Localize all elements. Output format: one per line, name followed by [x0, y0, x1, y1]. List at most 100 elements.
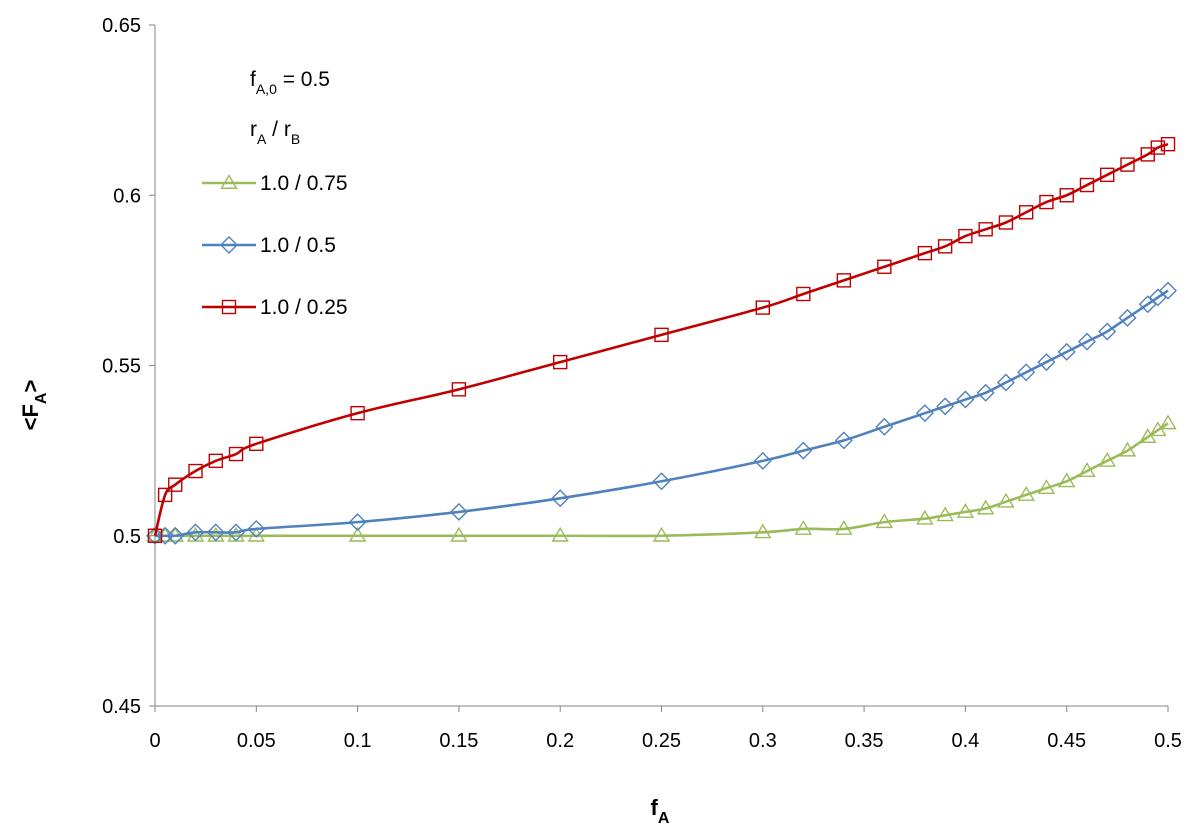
data-point — [1059, 188, 1074, 203]
data-point — [958, 228, 973, 244]
data-point — [937, 239, 953, 254]
data-point — [1118, 308, 1137, 327]
data-point — [1160, 136, 1176, 152]
data-point — [875, 513, 894, 529]
annotation-sub: A — [257, 131, 267, 147]
x-axis-title: fA — [651, 795, 670, 827]
data-point — [794, 441, 813, 460]
data-point — [1159, 414, 1177, 430]
data-point — [227, 523, 246, 542]
data-point — [916, 509, 934, 525]
annotation-main: r — [250, 118, 257, 141]
data-point — [654, 327, 669, 343]
data-point — [1057, 472, 1076, 488]
data-point — [836, 273, 852, 288]
series-line — [153, 142, 1169, 537]
data-point — [976, 383, 995, 402]
x-tick-label: 0.5 — [1154, 730, 1182, 752]
data-point — [936, 397, 955, 416]
data-point — [794, 520, 813, 535]
data-point — [956, 390, 975, 409]
legend-marker — [221, 299, 237, 315]
annotation-initial-fraction: fA,0 = 0.5 — [250, 68, 330, 97]
data-point — [1057, 342, 1076, 361]
data-point — [1018, 205, 1034, 220]
data-point — [147, 528, 163, 543]
data-point — [1037, 479, 1056, 495]
data-point — [1078, 462, 1096, 478]
series-2 — [146, 281, 1177, 545]
x-tick-label: 0.15 — [439, 730, 478, 752]
data-point — [449, 502, 468, 521]
x-tick-label: 0.45 — [1047, 730, 1086, 752]
y-tick-label: 0.55 — [102, 356, 141, 378]
data-point — [936, 506, 954, 522]
data-point — [247, 526, 266, 542]
annotation-sub: A,0 — [256, 81, 277, 97]
x-tick-label: 0 — [149, 730, 160, 752]
legend-item-3: 1.0 / 0.25 — [202, 296, 348, 319]
data-point — [350, 405, 365, 421]
data-point — [1159, 281, 1177, 300]
data-point — [998, 215, 1014, 230]
data-point — [753, 451, 772, 470]
data-point — [917, 245, 933, 261]
annotation-rest: = 0.5 — [277, 68, 330, 91]
data-point — [1039, 194, 1054, 210]
data-point — [1098, 451, 1116, 467]
data-point — [834, 431, 853, 450]
data-point — [1037, 353, 1056, 372]
x-tick-label: 0.3 — [749, 730, 777, 752]
data-point — [1079, 177, 1095, 193]
data-point — [1150, 140, 1166, 155]
series-line — [154, 422, 1169, 538]
y-tick-label: 0.5 — [113, 526, 141, 548]
axes: 0.45 0.5 0.55 0.6 0.65 0 0.05 0.1 0.15 0.2 0.25 0.3… — [102, 15, 1182, 752]
data-point — [208, 453, 223, 469]
data-point — [956, 503, 975, 518]
data-point — [877, 259, 892, 274]
legend-item-1: 1.0 / 0.75 — [202, 172, 348, 195]
data-point — [166, 526, 185, 545]
data-point — [997, 492, 1015, 508]
data-point — [551, 489, 570, 508]
data-point — [1100, 167, 1115, 183]
data-point — [996, 373, 1015, 392]
y-axis-title: <FA> — [18, 380, 50, 431]
data-point — [348, 513, 367, 532]
y-tick-label: 0.6 — [113, 185, 141, 207]
data-point — [348, 526, 367, 542]
legend-label: 1.0 / 0.75 — [260, 172, 348, 195]
data-point — [1017, 363, 1036, 382]
data-point — [652, 526, 671, 542]
data-point — [1118, 441, 1137, 457]
data-point — [451, 382, 467, 397]
data-point — [168, 477, 183, 492]
annotation-sub2: B — [291, 131, 300, 147]
data-point — [1120, 157, 1135, 172]
legend: fA,0 = 0.5 rA / rB 1.0 / 0.75 1.0 / 0.5 1.0 … — [202, 68, 348, 319]
data-point — [915, 404, 934, 423]
annotation-main: f — [250, 68, 256, 91]
series-line — [154, 289, 1169, 538]
annotation-mid: / r — [266, 118, 291, 141]
x-tick-label: 0.35 — [845, 730, 884, 752]
annotation-reactivity-ratio: rA / rB — [250, 118, 300, 147]
data-point — [186, 523, 205, 542]
data-point — [247, 519, 266, 538]
data-point — [157, 487, 173, 503]
legend-label: 1.0 / 0.25 — [260, 296, 348, 319]
legend-label: 1.0 / 0.5 — [260, 234, 336, 257]
y-tick-label: 0.45 — [102, 696, 141, 718]
y-tick-label: 0.65 — [102, 15, 141, 37]
series-3 — [147, 136, 1176, 543]
series-group — [146, 136, 1177, 545]
data-point — [188, 463, 203, 479]
data-point — [652, 472, 671, 491]
data-point — [1017, 486, 1035, 501]
data-point — [228, 446, 244, 462]
data-point — [551, 526, 569, 542]
x-tick-label: 0.1 — [344, 730, 372, 752]
x-tick-label: 0.25 — [642, 730, 681, 752]
data-point — [754, 523, 772, 539]
